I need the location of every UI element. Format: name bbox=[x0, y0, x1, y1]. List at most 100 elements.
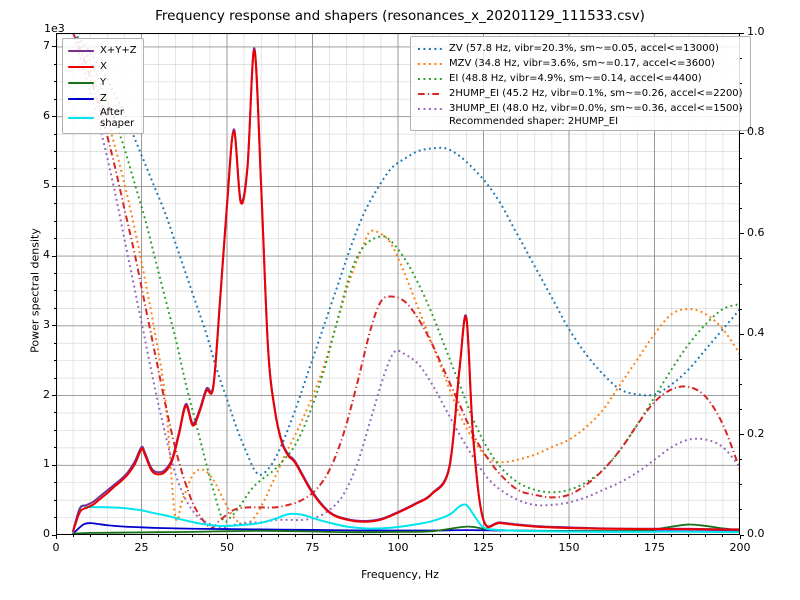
legend-signals[interactable]: X+Y+Z X Y Z After shaper bbox=[62, 38, 144, 134]
legend-item-ei[interactable]: EI (48.8 Hz, vibr=4.9%, sm~=0.14, accel<… bbox=[417, 71, 743, 86]
x-tick-label: 25 bbox=[134, 541, 149, 554]
x-minor-tick bbox=[209, 535, 211, 538]
y-tick-mark bbox=[52, 46, 56, 48]
legend-line-sample bbox=[68, 77, 94, 89]
x-minor-tick bbox=[89, 535, 91, 538]
legend-item-label: Y bbox=[100, 77, 107, 88]
y-tick-label: 5 bbox=[43, 178, 50, 192]
x-minor-tick bbox=[534, 535, 536, 538]
y2-minor-tick bbox=[740, 484, 743, 486]
y-tick-mark bbox=[52, 325, 56, 327]
x-minor-tick bbox=[175, 535, 177, 538]
x-tick-mark bbox=[55, 535, 57, 539]
x-minor-tick bbox=[636, 535, 638, 538]
x-axis-title: Frequency, Hz bbox=[361, 568, 439, 581]
y2-minor-tick bbox=[740, 57, 743, 59]
y2-tick-mark bbox=[740, 534, 744, 536]
legend-item-y[interactable]: Y bbox=[68, 75, 137, 91]
x-tick-mark bbox=[483, 535, 484, 539]
x-tick-mark bbox=[654, 535, 655, 539]
legend-item-label: X bbox=[100, 61, 107, 72]
y-tick-label: 0 bbox=[43, 527, 50, 540]
y-minor-tick bbox=[53, 168, 56, 170]
y-minor-tick bbox=[53, 377, 56, 379]
y2-minor-tick bbox=[740, 158, 743, 159]
y-minor-tick bbox=[53, 429, 56, 431]
y-minor-tick bbox=[53, 220, 56, 222]
y-minor-tick bbox=[53, 273, 56, 275]
y2-tick-label: 0.6 bbox=[747, 225, 765, 239]
y-tick-mark bbox=[52, 395, 56, 397]
x-minor-tick bbox=[448, 535, 450, 538]
x-minor-tick bbox=[72, 535, 74, 538]
series-y bbox=[72, 523, 740, 535]
x-minor-tick bbox=[500, 535, 502, 538]
legend-item-after-shaper[interactable]: After shaper bbox=[68, 107, 137, 129]
x-minor-tick bbox=[414, 535, 416, 538]
series-after-shaper bbox=[72, 503, 740, 534]
y-minor-tick bbox=[53, 238, 56, 240]
y-tick-label: 1 bbox=[43, 457, 50, 471]
legend-line-sample bbox=[417, 103, 443, 115]
x-tick-mark bbox=[739, 535, 741, 539]
legend-item-2hump-ei[interactable]: 2HUMP_EI (45.2 Hz, vibr=0.1%, sm~=0.26, … bbox=[417, 86, 743, 101]
x-tick-label: 50 bbox=[220, 541, 234, 554]
x-minor-tick bbox=[192, 535, 194, 538]
legend-item-3hump-ei[interactable]: 3HUMP_EI (48.0 Hz, vibr=0.0%, sm~=0.36, … bbox=[417, 101, 743, 116]
legend-item-label: 3HUMP_EI (48.0 Hz, vibr=0.0%, sm~=0.36, … bbox=[449, 102, 743, 114]
y-minor-tick bbox=[53, 307, 56, 309]
legend-item-x-y-z[interactable]: X+Y+Z bbox=[68, 43, 137, 59]
y-minor-tick bbox=[53, 447, 56, 449]
y-minor-tick bbox=[53, 360, 56, 362]
y-minor-tick bbox=[53, 517, 56, 519]
legend-shapers[interactable]: ZV (57.8 Hz, vibr=20.3%, sm~=0.05, accel… bbox=[410, 36, 751, 131]
y2-minor-tick bbox=[740, 308, 743, 310]
legend-item-zv[interactable]: ZV (57.8 Hz, vibr=20.3%, sm~=0.05, accel… bbox=[417, 41, 743, 56]
x-tick-mark bbox=[226, 535, 228, 539]
y2-tick-mark bbox=[740, 233, 744, 235]
y-minor-tick bbox=[53, 499, 56, 501]
y-minor-tick bbox=[53, 151, 56, 153]
x-minor-tick bbox=[123, 535, 125, 538]
x-minor-tick bbox=[602, 535, 604, 538]
y-minor-tick bbox=[53, 81, 56, 83]
x-minor-tick bbox=[619, 535, 621, 538]
x-tick-mark bbox=[568, 535, 570, 539]
y2-minor-tick bbox=[740, 183, 743, 185]
y-minor-tick bbox=[53, 133, 56, 135]
x-minor-tick bbox=[722, 535, 724, 538]
y2-minor-tick bbox=[740, 82, 743, 84]
y-tick-label: 7 bbox=[43, 38, 50, 52]
y2-tick-mark bbox=[740, 32, 744, 34]
y2-minor-tick bbox=[740, 358, 743, 360]
x-minor-tick bbox=[106, 535, 108, 538]
series-x bbox=[72, 49, 740, 533]
recommended-shaper-note: Recommended shaper: 2HUMP_EI bbox=[449, 116, 619, 127]
legend-line-sample bbox=[417, 73, 443, 85]
legend-item-label: X+Y+Z bbox=[100, 45, 137, 56]
legend-item-x[interactable]: X bbox=[68, 59, 137, 75]
y-tick-mark bbox=[52, 185, 56, 187]
y-tick-mark bbox=[52, 116, 56, 118]
y2-tick-label: 0.4 bbox=[747, 326, 765, 340]
x-tick-label: 75 bbox=[305, 541, 320, 554]
y-tick-mark bbox=[52, 255, 56, 257]
x-minor-tick bbox=[260, 535, 262, 538]
legend-item-mzv[interactable]: MZV (34.8 Hz, vibr=3.6%, sm~=0.17, accel… bbox=[417, 56, 743, 71]
y-tick-mark bbox=[52, 534, 56, 536]
legend-item-label: EI (48.8 Hz, vibr=4.9%, sm~=0.14, accel<… bbox=[449, 72, 702, 84]
x-tick-label: 0 bbox=[52, 541, 60, 554]
y-tick-label: 2 bbox=[43, 387, 50, 401]
legend-line-sample bbox=[68, 45, 94, 57]
y2-minor-tick bbox=[740, 383, 743, 385]
x-minor-tick bbox=[517, 535, 519, 538]
x-minor-tick bbox=[243, 535, 245, 538]
y2-minor-tick bbox=[740, 283, 743, 285]
x-minor-tick bbox=[465, 535, 467, 538]
legend-item-z[interactable]: Z bbox=[68, 91, 137, 107]
y2-tick-mark bbox=[740, 132, 744, 134]
x-tick-label: 175 bbox=[644, 541, 665, 554]
series-zv bbox=[72, 33, 740, 476]
x-minor-tick bbox=[585, 535, 587, 538]
series-3hump-ei bbox=[72, 33, 740, 529]
